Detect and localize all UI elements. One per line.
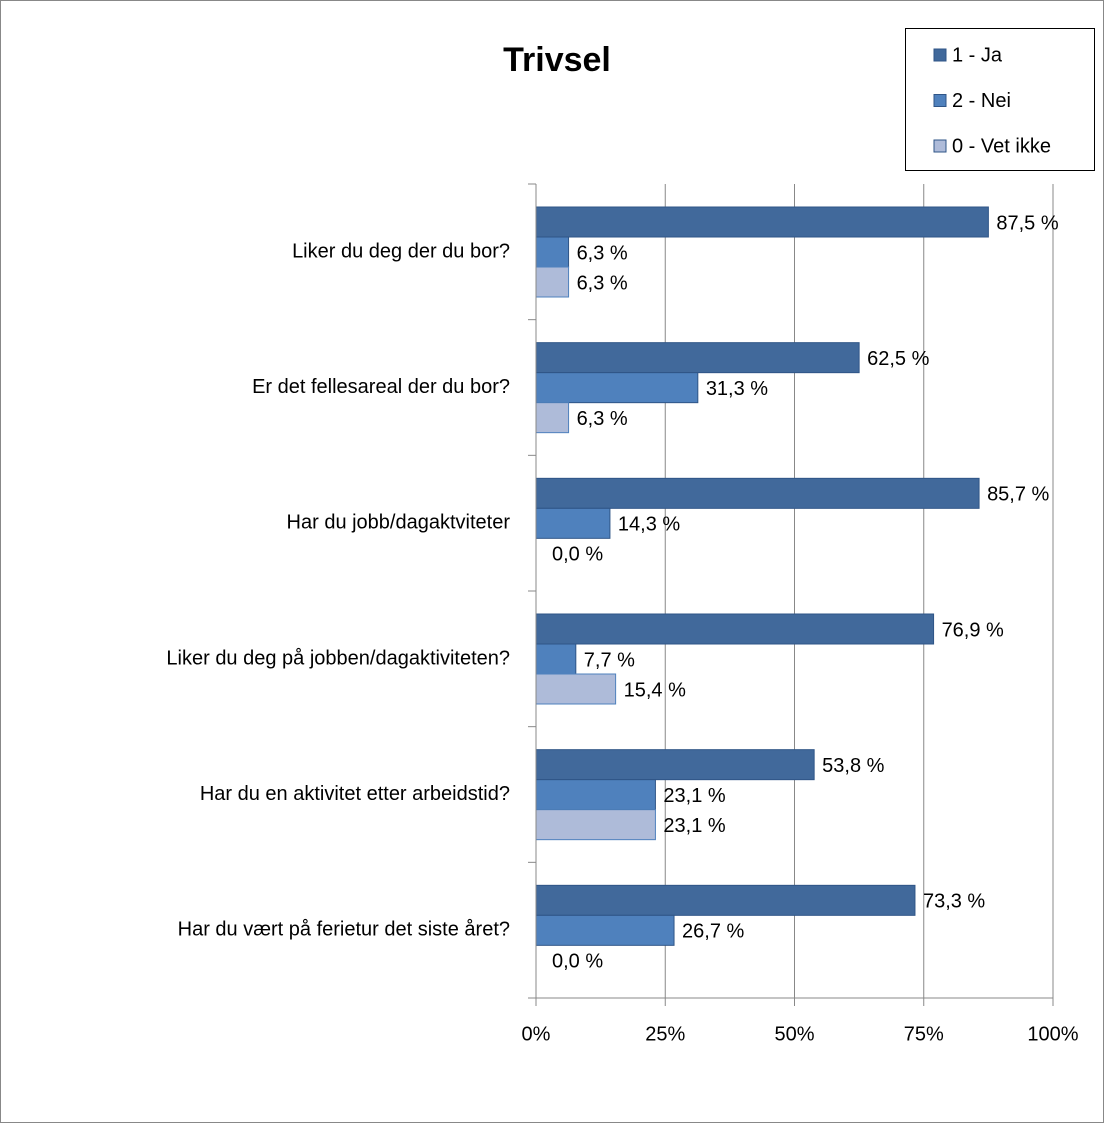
legend-label: 0 - Vet ikke xyxy=(952,135,1051,157)
legend-swatch xyxy=(933,94,947,107)
bar xyxy=(535,372,699,404)
data-label: 7,7 % xyxy=(584,649,635,671)
bar xyxy=(535,673,617,705)
data-label: 14,3 % xyxy=(618,514,680,536)
data-label: 85,7 % xyxy=(987,484,1049,506)
legend-label: 2 - Nei xyxy=(952,90,1011,112)
x-tick-label: 0% xyxy=(522,1023,551,1045)
data-label: 0,0 % xyxy=(552,544,603,566)
bar xyxy=(535,643,577,675)
bar xyxy=(535,507,611,539)
bar xyxy=(535,884,916,916)
data-label: 31,3 % xyxy=(706,378,768,400)
x-tick-label: 50% xyxy=(774,1023,814,1045)
bar xyxy=(535,206,989,238)
y-tick-label: Har du vært på ferietur det siste året? xyxy=(178,919,510,941)
y-tick-label: Er det fellesareal der du bor? xyxy=(252,376,510,398)
bar xyxy=(535,749,815,781)
x-tick-label: 100% xyxy=(1027,1023,1078,1045)
y-tick-label: Liker du deg der du bor? xyxy=(292,240,510,262)
bar xyxy=(535,779,656,811)
bar xyxy=(535,914,675,946)
data-label: 6,3 % xyxy=(577,242,628,264)
y-tick-label: Har du en aktivitet etter arbeidstid? xyxy=(200,783,510,805)
data-label: 23,1 % xyxy=(663,815,725,837)
bar xyxy=(535,809,656,841)
bar xyxy=(535,342,860,374)
data-label: 62,5 % xyxy=(867,348,929,370)
data-label: 76,9 % xyxy=(942,619,1004,641)
legend-swatch xyxy=(933,48,947,62)
x-tick-label: 75% xyxy=(904,1023,944,1045)
bar xyxy=(535,613,935,645)
data-label: 23,1 % xyxy=(663,785,725,807)
data-label: 15,4 % xyxy=(624,679,686,701)
bar xyxy=(535,266,570,298)
legend-swatch xyxy=(933,139,947,153)
bar xyxy=(535,402,570,434)
legend-label: 1 - Ja xyxy=(952,44,1003,66)
data-label: 73,3 % xyxy=(923,891,985,913)
data-label: 0,0 % xyxy=(552,951,603,973)
x-tick-label: 25% xyxy=(645,1023,685,1045)
data-label: 6,3 % xyxy=(577,408,628,430)
data-label: 6,3 % xyxy=(577,272,628,294)
data-label: 53,8 % xyxy=(822,755,884,777)
data-label: 87,5 % xyxy=(996,212,1058,234)
bar xyxy=(535,236,570,268)
bar xyxy=(535,477,980,509)
y-tick-label: Liker du deg på jobben/dagaktiviteten? xyxy=(166,647,510,669)
data-label: 26,7 % xyxy=(682,921,744,943)
y-tick-label: Har du jobb/dagaktviteter xyxy=(287,512,511,534)
chart-title: Trivsel xyxy=(503,41,611,79)
